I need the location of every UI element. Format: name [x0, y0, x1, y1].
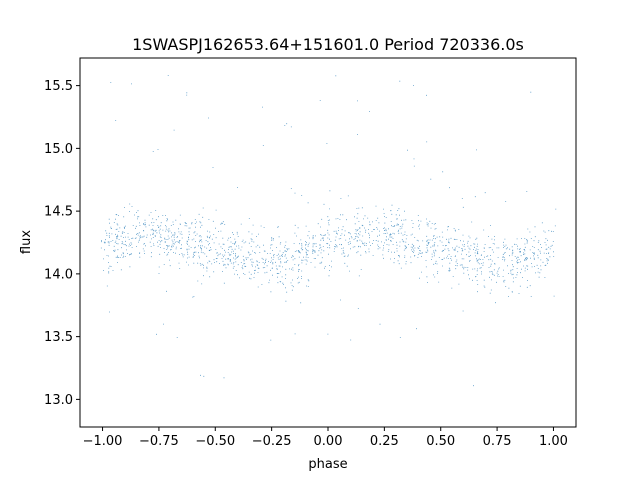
x-tick-label: −0.75 [139, 434, 179, 449]
y-axis-label: flux [19, 230, 34, 254]
chart-title: 1SWASPJ162653.64+151601.0 Period 720336.… [132, 35, 524, 54]
y-axis: 13.0 13.5 14.0 14.5 15.0 15.5 [44, 79, 80, 408]
x-tick-label: 1.00 [539, 434, 568, 449]
y-tick-label: 13.5 [44, 330, 73, 345]
x-tick-label: 0.50 [426, 434, 455, 449]
x-axis: −1.00 −0.75 −0.50 −0.25 0.00 0.25 0.50 0.75 1.00 [83, 427, 568, 449]
plot-area [80, 58, 576, 427]
plot-frame [79, 57, 577, 428]
x-tick-label: −0.50 [195, 434, 235, 449]
x-tick-label: 0.75 [483, 434, 512, 449]
x-tick-label: 0.25 [370, 434, 399, 449]
x-tick-label: −1.00 [83, 434, 123, 449]
x-tick-label: −0.25 [252, 434, 292, 449]
y-tick-label: 14.5 [44, 205, 73, 220]
y-tick-label: 15.5 [44, 79, 73, 94]
y-tick-label: 14.0 [44, 267, 73, 282]
x-tick-label: 0.00 [314, 434, 343, 449]
y-tick-label: 13.0 [44, 393, 73, 408]
y-tick-label: 15.0 [44, 142, 73, 157]
x-axis-label: phase [308, 457, 347, 472]
